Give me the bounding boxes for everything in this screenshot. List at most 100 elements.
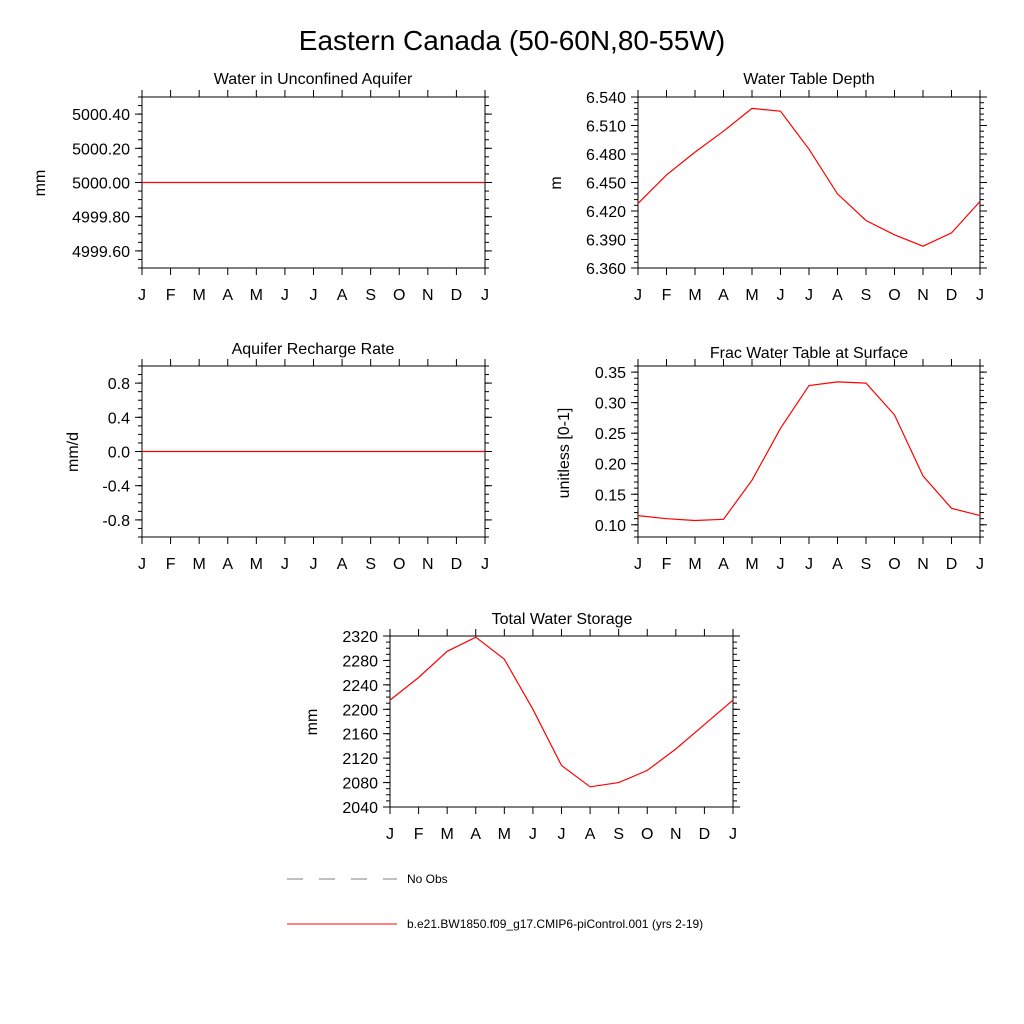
x-tick-label: J	[138, 287, 146, 304]
x-tick-label: J	[138, 556, 146, 573]
x-tick-label: A	[337, 287, 348, 304]
y-tick-label: 6.510	[586, 119, 626, 136]
x-tick-label: J	[529, 826, 537, 843]
x-tick-label: F	[166, 556, 176, 573]
y-tick-label: 5000.00	[72, 176, 130, 193]
y-tick-label: -0.8	[102, 513, 130, 530]
frac-ylabel: unitless [0-1]	[556, 408, 573, 499]
x-tick-label: S	[613, 826, 624, 843]
x-tick-label: J	[310, 556, 318, 573]
y-tick-label: 0.20	[595, 457, 626, 474]
wtd-plot: J F M A M J J A S O N D J6.3606.3906.4206.4506.4806.…	[586, 90, 987, 304]
wtd-series-line	[637, 107, 981, 247]
y-tick-label: 0.35	[595, 365, 626, 382]
y-tick-label: -0.4	[102, 479, 130, 496]
x-tick-label: A	[718, 556, 729, 573]
x-tick-label: M	[745, 287, 758, 304]
x-tick-label: N	[917, 287, 929, 304]
panel-frac: Frac Water Table at Surface unitless [0-…	[556, 345, 908, 498]
tws-ylabel: mm	[304, 709, 321, 736]
x-tick-label: F	[662, 287, 672, 304]
x-tick-label: M	[745, 556, 758, 573]
x-tick-label: D	[699, 826, 711, 843]
y-tick-label: 0.15	[595, 487, 626, 504]
wtd-title: Water Table Depth	[743, 71, 875, 88]
x-tick-label: S	[365, 556, 376, 573]
x-tick-label: O	[393, 556, 405, 573]
y-tick-label: 6.480	[586, 147, 626, 164]
aquifer-ylabel: mm	[32, 170, 49, 197]
x-tick-label: M	[250, 556, 263, 573]
x-tick-label: F	[662, 556, 672, 573]
y-tick-label: 6.450	[586, 176, 626, 193]
x-tick-label: D	[946, 556, 958, 573]
recharge-title: Aquifer Recharge Rate	[232, 341, 395, 358]
x-tick-label: F	[166, 287, 176, 304]
y-tick-label: 2040	[342, 800, 378, 817]
x-tick-label: J	[481, 287, 489, 304]
y-tick-label: 6.540	[586, 90, 626, 107]
y-tick-label: 2080	[342, 776, 378, 793]
x-tick-label: O	[888, 287, 900, 304]
y-tick-label: 0.25	[595, 426, 626, 443]
y-tick-label: 2240	[342, 678, 378, 695]
x-tick-label: J	[805, 287, 813, 304]
figure-title: Eastern Canada (50-60N,80-55W)	[299, 25, 725, 56]
y-tick-label: 2200	[342, 702, 378, 719]
y-tick-label: 0.8	[108, 376, 130, 393]
x-tick-label: J	[805, 556, 813, 573]
y-tick-label: 5000.40	[72, 107, 130, 124]
x-tick-label: J	[976, 287, 984, 304]
y-tick-label: 6.390	[586, 233, 626, 250]
recharge-plot: J F M A M J J A S O N D J-0.8-0.40.00.40.8	[102, 359, 492, 573]
x-tick-label: N	[422, 287, 434, 304]
plots: J F M A M J J A S O N D J4999.604999.805000.005000.2…	[72, 90, 987, 843]
x-tick-label: N	[670, 826, 682, 843]
tws-title: Total Water Storage	[492, 611, 633, 628]
x-tick-label: J	[729, 826, 737, 843]
x-tick-label: O	[888, 556, 900, 573]
tws-plot-frame	[389, 635, 734, 808]
y-tick-label: 0.4	[108, 410, 130, 427]
x-tick-label: J	[634, 287, 642, 304]
panel-wtd: Water Table Depth m	[548, 71, 875, 190]
x-tick-label: M	[441, 826, 454, 843]
x-tick-label: S	[861, 287, 872, 304]
frac-title: Frac Water Table at Surface	[710, 345, 908, 362]
y-tick-label: 2280	[342, 653, 378, 670]
x-tick-label: J	[634, 556, 642, 573]
x-tick-label: J	[976, 556, 984, 573]
x-tick-label: J	[777, 287, 785, 304]
y-tick-label: 2160	[342, 727, 378, 744]
wtd-ylabel: m	[548, 176, 565, 189]
x-tick-label: N	[917, 556, 929, 573]
x-tick-label: D	[451, 287, 463, 304]
y-tick-label: 4999.80	[72, 210, 130, 227]
x-tick-label: J	[386, 826, 394, 843]
x-tick-label: A	[222, 287, 233, 304]
legend: No Obs b.e21.BW1850.f09_g17.CMIP6-piCont…	[287, 872, 703, 931]
y-tick-label: 2320	[342, 629, 378, 646]
x-tick-label: J	[777, 556, 785, 573]
panel-tws: Total Water Storage mm	[304, 611, 633, 735]
x-tick-label: M	[193, 556, 206, 573]
x-tick-label: M	[688, 287, 701, 304]
x-tick-label: A	[222, 556, 233, 573]
x-tick-label: M	[193, 287, 206, 304]
recharge-ylabel: mm/d	[65, 432, 82, 472]
wtd-plot-frame	[637, 96, 981, 269]
x-tick-label: D	[451, 556, 463, 573]
x-tick-label: M	[688, 556, 701, 573]
x-tick-label: A	[832, 287, 843, 304]
aquifer-title: Water in Unconfined Aquifer	[214, 71, 413, 88]
x-tick-label: F	[414, 826, 424, 843]
x-tick-label: J	[558, 826, 566, 843]
y-tick-label: 6.420	[586, 204, 626, 221]
tws-plot: J F M A M J J A S O N D J204020802120216022002240228…	[342, 629, 740, 843]
x-tick-label: M	[250, 287, 263, 304]
y-tick-label: 0.10	[595, 518, 626, 535]
x-tick-label: J	[310, 287, 318, 304]
y-tick-label: 0.30	[595, 396, 626, 413]
frac-plot: J F M A M J J A S O N D J0.100.150.200.250.300.35	[595, 359, 987, 573]
tws-series-line	[389, 636, 734, 788]
